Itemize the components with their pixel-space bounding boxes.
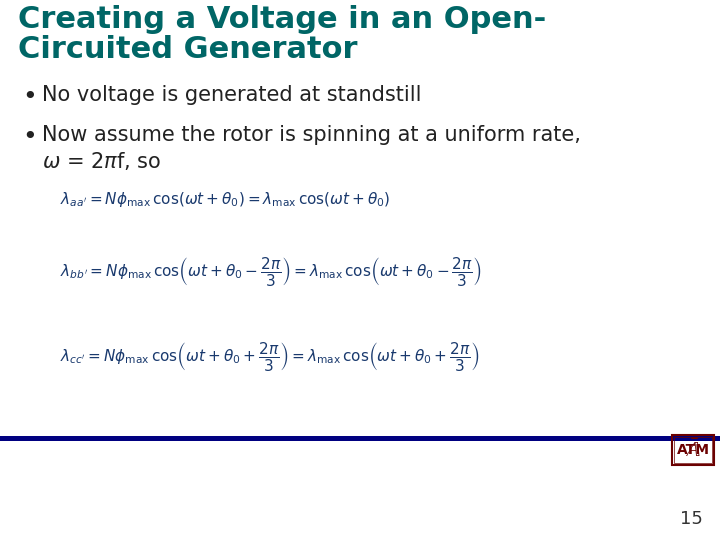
Text: Now assume the rotor is spinning at a uniform rate,: Now assume the rotor is spinning at a un… (42, 125, 581, 145)
Text: No voltage is generated at standstill: No voltage is generated at standstill (42, 85, 421, 105)
Text: Creating a Voltage in an Open-: Creating a Voltage in an Open- (18, 5, 546, 34)
Text: $\lambda_{aa'} = N\phi_{\mathrm{max}}\,\cos\!\left(\omega t + \theta_0\right) = : $\lambda_{aa'} = N\phi_{\mathrm{max}}\,\… (60, 190, 390, 209)
Text: $\lambda_{bb'} = N\phi_{\mathrm{max}}\,\cos\!\left(\omega t + \theta_0 - \dfrac{: $\lambda_{bb'} = N\phi_{\mathrm{max}}\,\… (60, 255, 482, 288)
Text: $\lambda_{cc'} = N\phi_{\mathrm{max}}\,\cos\!\left(\omega t + \theta_0 + \dfrac{: $\lambda_{cc'} = N\phi_{\mathrm{max}}\,\… (60, 340, 480, 373)
Text: •: • (22, 125, 37, 149)
Text: ATM: ATM (677, 443, 709, 457)
Text: 15: 15 (680, 510, 703, 528)
Text: Circuited Generator: Circuited Generator (18, 35, 358, 64)
Bar (674, 437, 712, 463)
Bar (0, 436, 720, 441)
Text: $\bar{\mathbb{A}}$: $\bar{\mathbb{A}}$ (685, 439, 701, 461)
Text: $\omega$ = 2$\pi$f, so: $\omega$ = 2$\pi$f, so (42, 150, 161, 172)
Text: •: • (22, 85, 37, 109)
Bar (672, 435, 714, 465)
